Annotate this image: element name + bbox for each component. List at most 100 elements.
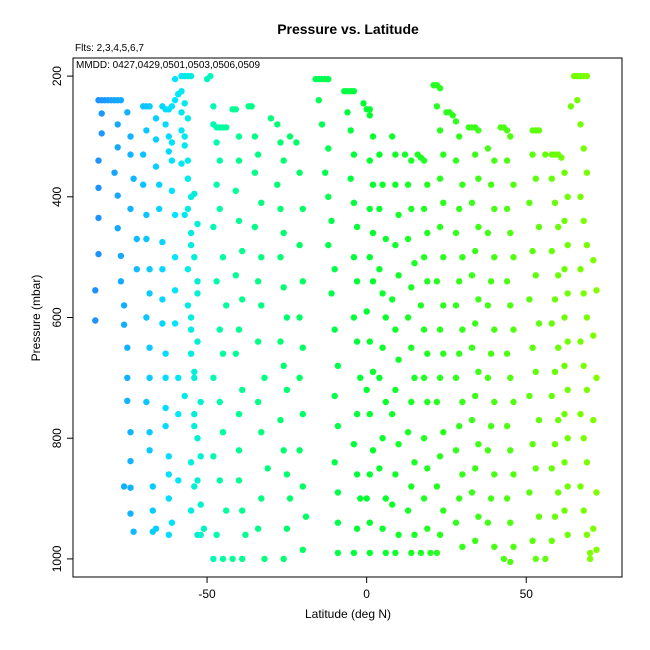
data-point: [325, 241, 332, 249]
data-point: [350, 314, 358, 321]
data-point: [424, 398, 431, 406]
data-point: [404, 314, 412, 321]
data-point: [510, 543, 517, 550]
data-point: [366, 106, 373, 113]
data-point: [586, 555, 594, 563]
data-point: [366, 471, 373, 478]
data-point: [187, 459, 195, 466]
data-point: [427, 549, 434, 557]
data-point: [213, 531, 220, 538]
data-point: [366, 549, 373, 557]
data-point: [210, 374, 217, 381]
data-point: [277, 139, 284, 146]
data-point: [507, 302, 514, 309]
data-point: [564, 386, 571, 394]
data-point: [472, 247, 479, 255]
data-point: [392, 471, 399, 478]
data-point: [420, 435, 428, 442]
data-point: [452, 157, 460, 164]
data-point: [360, 100, 367, 107]
data-point: [436, 127, 444, 134]
data-point: [392, 241, 399, 249]
data-point: [239, 555, 246, 563]
data-point: [197, 453, 204, 460]
data-point: [159, 296, 166, 303]
data-point: [274, 181, 281, 188]
data-point: [561, 217, 568, 225]
data-point: [350, 549, 358, 557]
data-point: [548, 247, 555, 255]
data-point: [456, 422, 463, 430]
data-point: [507, 558, 514, 566]
points-layer: [92, 72, 600, 566]
data-point: [526, 489, 533, 496]
data-point: [175, 91, 182, 98]
data-point: [149, 483, 156, 490]
data-point: [392, 151, 399, 158]
data-point: [424, 278, 431, 285]
data-point: [254, 151, 262, 158]
data-point: [577, 410, 584, 418]
data-point: [187, 229, 195, 237]
data-point: [95, 184, 102, 191]
data-point: [187, 241, 195, 249]
data-point: [529, 441, 536, 448]
data-point: [258, 302, 265, 309]
data-point: [143, 314, 150, 321]
data-point: [210, 555, 217, 563]
data-point: [232, 106, 239, 113]
data-point: [510, 326, 517, 333]
data-point: [127, 510, 134, 517]
data-point: [146, 266, 153, 273]
data-point: [181, 133, 188, 140]
data-point: [156, 181, 163, 188]
data-point: [404, 429, 412, 436]
data-point: [532, 272, 539, 279]
data-point: [92, 287, 99, 294]
data-point: [363, 386, 370, 394]
data-point: [548, 537, 555, 544]
data-point: [280, 447, 287, 454]
data-point: [475, 296, 482, 303]
data-point: [242, 531, 249, 538]
data-point: [532, 555, 539, 563]
data-point: [181, 392, 188, 400]
data-point: [117, 97, 125, 104]
data-point: [254, 278, 262, 285]
data-point: [408, 284, 415, 291]
data-point: [424, 229, 431, 237]
data-point: [171, 287, 179, 294]
data-point: [510, 471, 517, 478]
data-point: [376, 151, 383, 158]
data-point: [165, 133, 172, 140]
data-point: [395, 272, 402, 279]
data-point: [379, 525, 386, 532]
data-point: [529, 344, 536, 351]
data-point: [235, 477, 243, 484]
data-point: [551, 513, 559, 520]
data-point: [503, 495, 511, 502]
data-point: [472, 151, 479, 158]
data-point: [440, 254, 447, 261]
data-point: [347, 175, 354, 182]
data-point: [456, 495, 463, 502]
data-point: [184, 175, 192, 182]
data-point: [114, 121, 121, 128]
data-point: [475, 441, 482, 448]
data-point: [542, 555, 549, 563]
data-point: [283, 471, 291, 478]
y-axis: 200 400 600 800 1000: [50, 66, 73, 572]
data-point: [187, 72, 195, 80]
data-point: [475, 175, 482, 182]
x-axis: -50 0 50: [198, 577, 533, 601]
data-point: [210, 103, 217, 110]
data-point: [507, 519, 514, 526]
data-point: [114, 144, 121, 151]
data-point: [433, 278, 441, 285]
data-point: [456, 133, 463, 140]
data-point: [404, 235, 412, 243]
data-point: [184, 115, 192, 122]
data-point: [283, 386, 291, 394]
data-point: [487, 350, 495, 357]
data-point: [194, 290, 201, 297]
